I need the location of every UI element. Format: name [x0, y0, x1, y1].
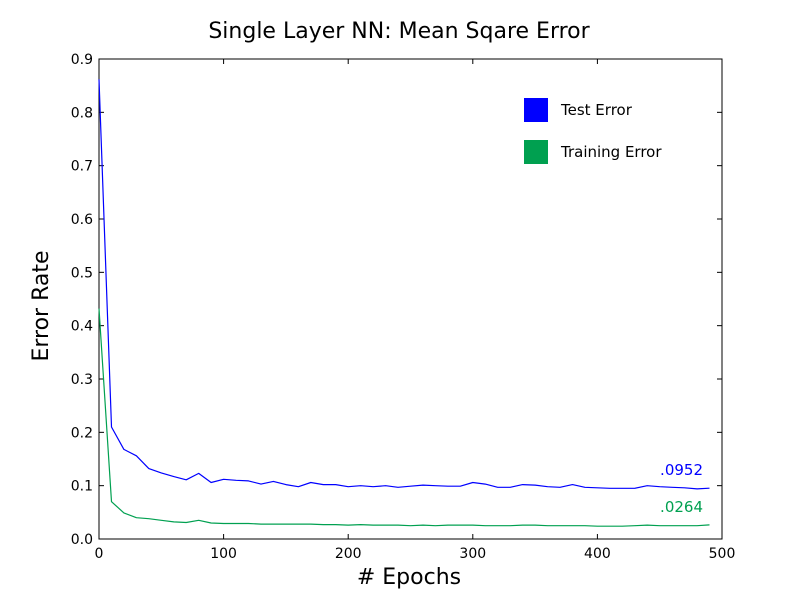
- series-line-test-error: [98, 79, 710, 490]
- y-tick-label: 0.0: [71, 532, 93, 548]
- series-line-training-error: [98, 308, 710, 527]
- legend: Test Error Training Error: [524, 98, 662, 164]
- x-tick-label: 400: [584, 546, 611, 562]
- plot-area: 0 100 200 300 400 500 0.0 0.1 0.2 0.3 0.4 0.5 0.6 0.7…: [71, 52, 736, 562]
- x-tick-label: 300: [459, 546, 486, 562]
- y-tick-label: 0.8: [71, 105, 93, 121]
- y-tick-label: 0.6: [71, 212, 93, 228]
- y-axis-label: Error Rate: [29, 250, 54, 361]
- legend-label: Test Error: [560, 101, 633, 119]
- data-annotation: .0952: [660, 461, 703, 479]
- legend-swatch: [524, 140, 548, 164]
- series-layer: [98, 79, 710, 527]
- legend-label: Training Error: [560, 143, 662, 161]
- axis-ticks: 0 100 200 300 400 500 0.0 0.1 0.2 0.3 0.4 0.5 0.6 0.7…: [71, 52, 736, 562]
- annotation-layer: .0952 .0264: [660, 461, 703, 516]
- y-tick-label: 0.1: [71, 479, 93, 495]
- y-tick-label: 0.3: [71, 372, 93, 388]
- x-tick-label: 500: [709, 546, 736, 562]
- y-tick-label: 0.2: [71, 425, 93, 441]
- chart-title: Single Layer NN: Mean Sqare Error: [208, 19, 590, 44]
- legend-swatch: [524, 98, 548, 122]
- y-tick-label: 0.9: [71, 52, 93, 68]
- data-annotation: .0264: [660, 498, 703, 516]
- y-tick-label: 0.4: [71, 319, 93, 335]
- y-tick-label: 0.5: [71, 265, 93, 281]
- x-tick-label: 200: [335, 546, 362, 562]
- x-tick-label: 0: [95, 546, 104, 562]
- x-tick-label: 100: [210, 546, 237, 562]
- x-axis-label: # Epochs: [357, 565, 461, 590]
- y-tick-label: 0.7: [71, 159, 93, 175]
- plot-frame: [98, 58, 723, 540]
